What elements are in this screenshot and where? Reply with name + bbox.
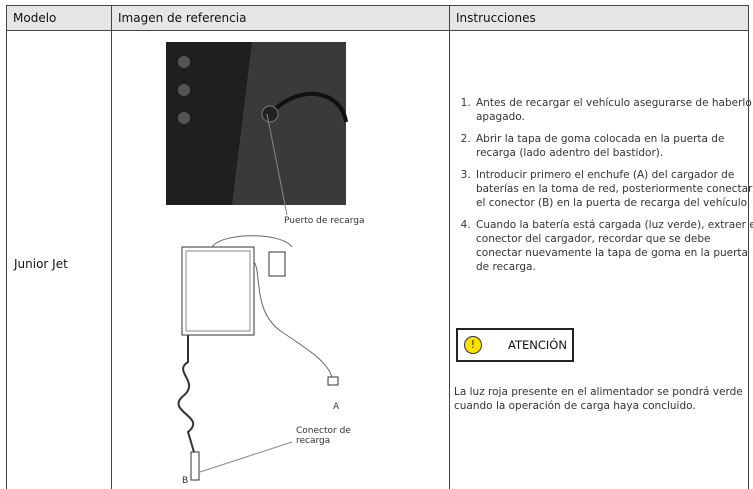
- column-border: [111, 31, 112, 489]
- connector: [190, 451, 200, 481]
- cable: [211, 235, 293, 248]
- leader-line: [266, 113, 288, 216]
- instruction-step: Cuando la batería está cargada (luz verd…: [474, 218, 753, 274]
- instructions: Antes de recargar el vehículo asegurarse…: [456, 96, 753, 282]
- instruction-step: Antes de recargar el vehículo asegurarse…: [474, 96, 753, 124]
- socket: [268, 251, 286, 277]
- photo-port: [261, 105, 279, 123]
- instruction-step: Introducir primero el enchufe (A) del ca…: [474, 168, 753, 210]
- column-border: [6, 31, 7, 489]
- cable: [253, 261, 333, 378]
- leader-line: [199, 441, 293, 473]
- photo-detail: [178, 84, 190, 96]
- photo-detail: [178, 56, 190, 68]
- charger: [181, 246, 255, 336]
- header-cell: Modelo: [6, 5, 112, 31]
- reference-image: [166, 42, 348, 481]
- image-label: B: [182, 476, 189, 486]
- header-cell: Imagen de referencia: [111, 5, 450, 31]
- photo-shade: [166, 42, 252, 205]
- column-border: [449, 31, 450, 489]
- plug: [327, 376, 339, 386]
- attention-box: ! ATENCIÓN: [456, 328, 574, 362]
- note: La luz roja presente en el alimentador s…: [454, 386, 743, 412]
- attention-label: ATENCIÓN: [508, 338, 567, 352]
- image-label: A: [333, 402, 340, 412]
- header-cell: Instrucciones: [449, 5, 749, 31]
- model-name: Junior Jet: [14, 257, 68, 271]
- cable: [177, 335, 195, 453]
- image-label: Conector de recarga: [296, 426, 351, 446]
- instruction-step: Abrir la tapa de goma colocada en la pue…: [474, 132, 753, 160]
- attention-icon: !: [464, 336, 482, 354]
- photo-detail: [178, 112, 190, 124]
- photo-cable: [270, 92, 348, 123]
- image-label: Puerto de recarga: [284, 216, 365, 226]
- charger: [185, 250, 251, 332]
- column-border: [748, 31, 749, 489]
